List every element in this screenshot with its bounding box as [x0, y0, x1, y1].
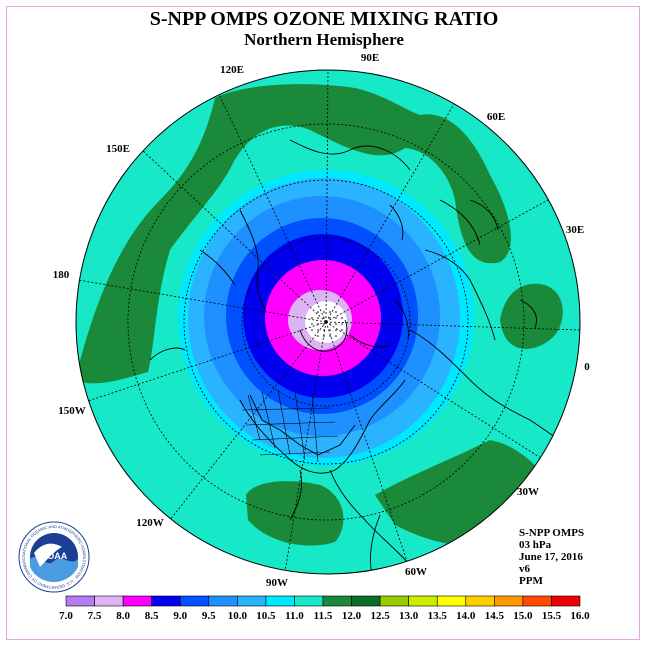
noaa-logo-text: NOAA [41, 551, 68, 561]
lon-label-120e: 120E [220, 64, 244, 76]
info-block: S-NPP OMPS 03 hPa June 17, 2016 v6 PPM [519, 527, 584, 587]
lon-label-90e: 90E [361, 52, 379, 64]
meridians [77, 70, 580, 573]
lon-label-60w: 60W [405, 566, 427, 578]
lon-label-60e: 60E [487, 111, 505, 123]
lon-label-150w: 150W [58, 405, 86, 417]
lon-label-30e: 30E [566, 224, 584, 236]
map-border [75, 69, 581, 575]
ozone-patch-11-5-north [76, 84, 511, 384]
info-line-pressure: 03 hPa [519, 539, 552, 551]
info-line-instrument: S-NPP OMPS [519, 527, 585, 539]
state-grid [241, 389, 339, 463]
lon-label-180: 180 [53, 269, 70, 281]
lon-label-120w: 120W [136, 517, 164, 529]
coastlines [149, 139, 571, 574]
lon-label-0: 0 [584, 361, 590, 373]
info-line-units: PPM [519, 575, 543, 587]
page-title: S-NPP OMPS OZONE MIXING RATIO [149, 8, 499, 30]
parallels [127, 123, 525, 521]
frame [6, 6, 640, 640]
pole-stipple [311, 311, 343, 337]
lon-label-90w: 90W [266, 577, 288, 589]
lon-label-150e: 150E [106, 143, 130, 155]
info-line-version: v6 [519, 563, 530, 575]
page-subtitle: Northern Hemisphere [244, 30, 404, 49]
ozone-patch-11-5-east [500, 283, 563, 349]
noaa-logo: NOAA NATIONAL OCEANIC AND ATMOSPHERIC AD… [18, 521, 90, 593]
info-line-date: June 17, 2016 [519, 551, 583, 563]
lon-label-30w: 30W [517, 486, 539, 498]
